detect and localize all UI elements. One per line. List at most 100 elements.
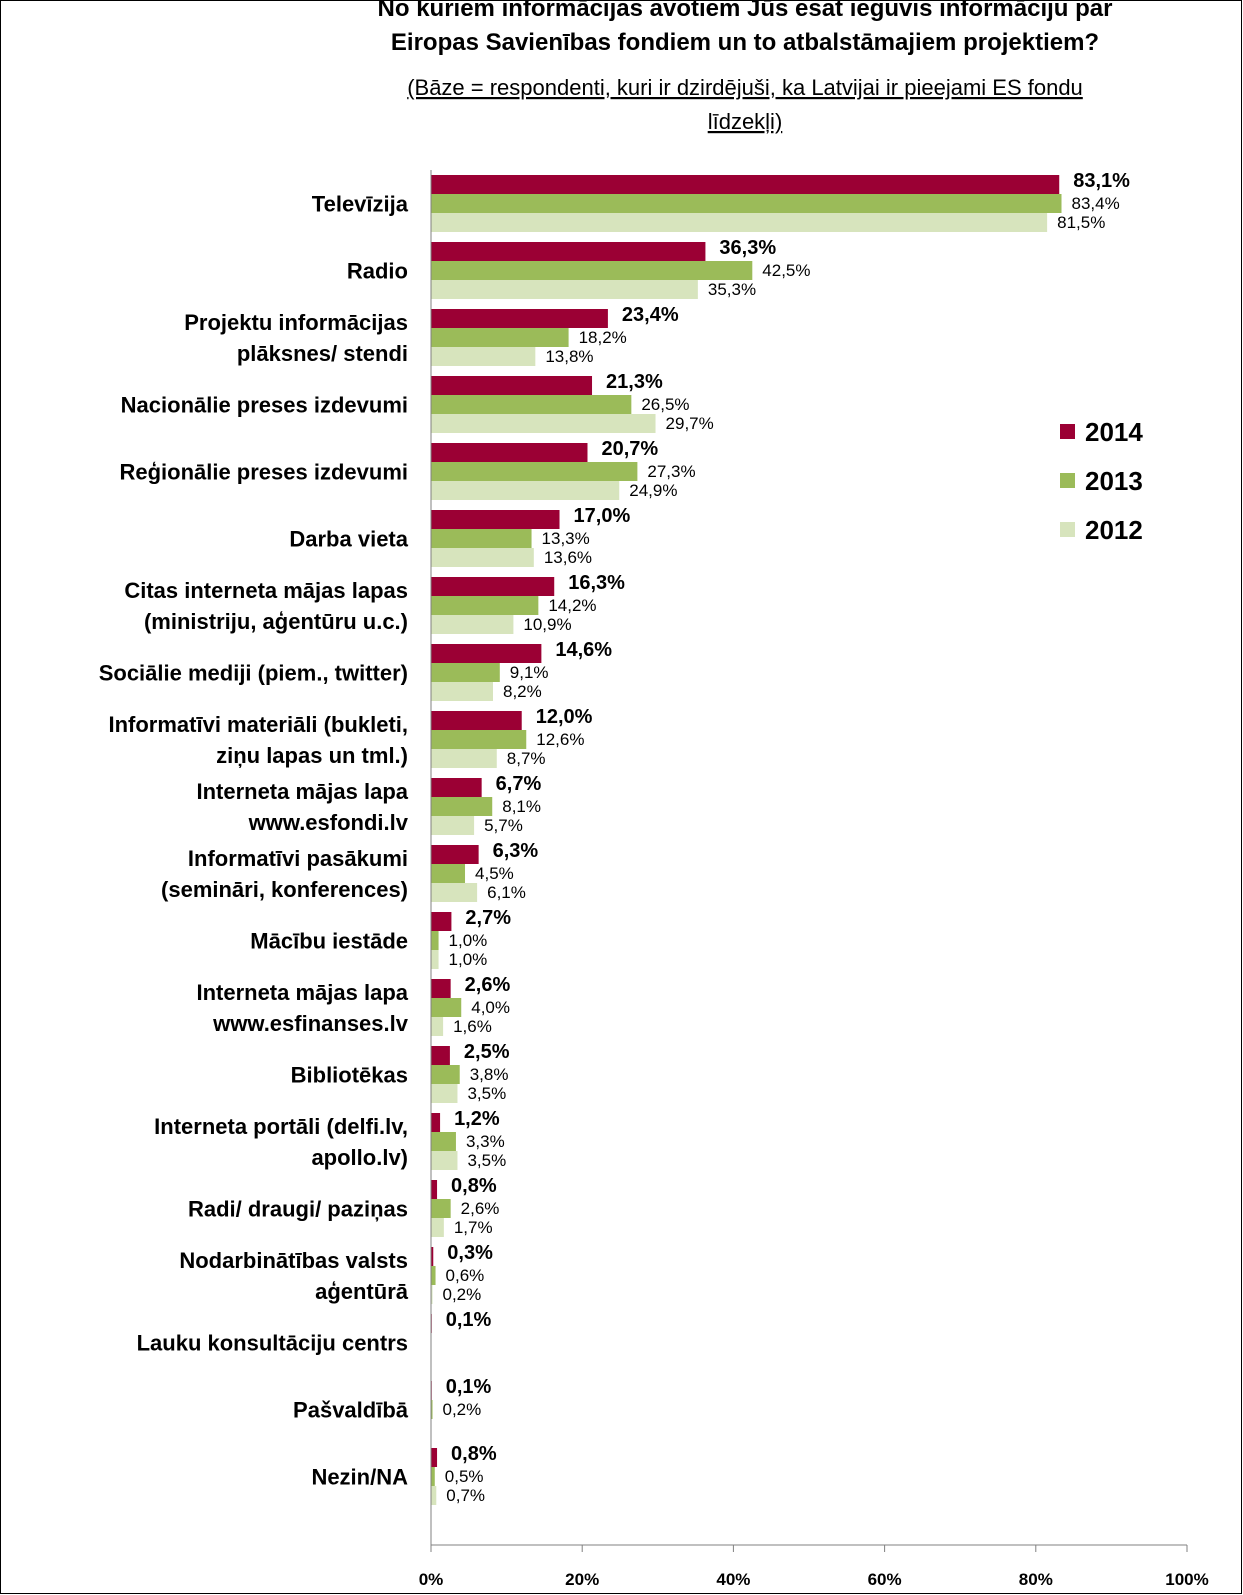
y-tick-label: Pašvaldībā [293, 1398, 409, 1423]
legend-label: 2014 [1085, 417, 1143, 447]
value-label: 83,1% [1073, 170, 1130, 192]
bar [431, 309, 608, 328]
value-label: 2,7% [465, 907, 511, 929]
bar [431, 414, 656, 433]
value-label: 10,9% [523, 615, 571, 634]
y-tick-label: Sociālie mediji (piem., twitter) [99, 661, 408, 686]
y-tick-label: Nezin/NA [311, 1465, 408, 1490]
value-label: 12,0% [536, 706, 593, 728]
y-tick-label: Mācību iestāde [250, 929, 408, 954]
y-tick-label: Interneta mājas lapa www.esfinanses.lv [196, 980, 408, 1036]
value-label: 17,0% [574, 505, 631, 527]
y-tick-label: Citas interneta mājas lapas (ministriju, … [124, 578, 408, 634]
x-tick-label: 0% [419, 1570, 444, 1589]
x-tick-label: 40% [716, 1570, 750, 1589]
y-tick-label: Interneta portāli (delfi.lv, apollo.lv) [154, 1114, 408, 1170]
y-tick-label: Informatīvi pasākumi (semināri, konferenc… [161, 846, 408, 902]
value-label: 0,5% [445, 1467, 484, 1486]
chart-subtitle: (Bāze = respondenti, kuri ir dzirdējuši,… [407, 75, 1083, 134]
bar [431, 749, 497, 768]
x-tick-label: 80% [1019, 1570, 1053, 1589]
y-tick-label: Projektu informācijas plāksnes/ stendi [184, 310, 408, 366]
y-tick-label: Bibliotēkas [291, 1063, 408, 1088]
value-label: 3,3% [466, 1132, 505, 1151]
bar [431, 1151, 458, 1170]
value-label: 3,5% [467, 1084, 506, 1103]
value-label: 13,3% [542, 529, 590, 548]
value-label: 36,3% [719, 237, 776, 259]
value-label: 0,2% [443, 1400, 482, 1419]
value-label: 6,3% [493, 840, 539, 862]
bar [431, 1400, 433, 1419]
bar [431, 462, 638, 481]
bar [431, 443, 588, 462]
bar [431, 912, 452, 931]
y-tick-label: Interneta mājas lapa www.esfondi.lv [196, 779, 408, 835]
bar [431, 194, 1062, 213]
value-label: 9,1% [510, 663, 549, 682]
value-label: 2,6% [465, 974, 511, 996]
y-tick-label: Nodarbinātības valsts aģentūrā [179, 1248, 408, 1304]
bar [431, 778, 482, 797]
bar [431, 213, 1048, 232]
bar [431, 711, 522, 730]
bar [431, 347, 536, 366]
bar [431, 1285, 433, 1304]
bar [431, 1218, 444, 1237]
bar [431, 242, 706, 261]
value-label: 0,6% [446, 1266, 485, 1285]
value-label: 6,1% [487, 883, 526, 902]
value-label: 0,1% [446, 1376, 492, 1398]
bar [431, 979, 451, 998]
value-label: 23,4% [622, 304, 679, 326]
chart-title: No kuriem informācijas avotiem Jūs esat … [378, 0, 1113, 56]
value-label: 8,2% [503, 682, 542, 701]
value-label: 24,9% [629, 481, 677, 500]
bar [431, 1065, 460, 1084]
value-label: 3,8% [470, 1065, 509, 1084]
y-tick-label: Reģionālie preses izdevumi [119, 460, 408, 485]
legend-swatch [1060, 473, 1075, 488]
value-label: 0,1% [446, 1309, 492, 1331]
bar [431, 280, 698, 299]
value-label: 42,5% [762, 261, 810, 280]
bar [431, 481, 620, 500]
value-label: 8,7% [507, 749, 546, 768]
value-label: 14,6% [555, 639, 612, 661]
bar [431, 175, 1060, 194]
value-label: 1,7% [454, 1218, 493, 1237]
bar [431, 1180, 438, 1199]
value-label: 16,3% [568, 572, 625, 594]
value-label: 4,5% [475, 864, 514, 883]
x-tick-label: 100% [1165, 1570, 1208, 1589]
value-label: 0,8% [451, 1175, 497, 1197]
bar [431, 1113, 441, 1132]
value-label: 81,5% [1057, 213, 1105, 232]
bar [431, 950, 439, 969]
value-label: 2,6% [461, 1199, 500, 1218]
value-label: 1,6% [453, 1017, 492, 1036]
y-tick-label: Darba vieta [289, 527, 408, 552]
value-label: 13,8% [545, 347, 593, 366]
value-label: 2,5% [464, 1041, 510, 1063]
value-label: 21,3% [606, 371, 663, 393]
bar [431, 376, 593, 395]
bar [431, 1266, 436, 1285]
value-label: 83,4% [1072, 194, 1120, 213]
bar [431, 1046, 450, 1065]
bar [431, 328, 569, 347]
value-label: 18,2% [579, 328, 627, 347]
bar [431, 883, 478, 902]
bar [431, 1017, 444, 1036]
value-label: 5,7% [484, 816, 523, 835]
bar [431, 864, 466, 883]
y-tick-label: Televīzija [312, 192, 409, 217]
bar [431, 682, 493, 701]
bar [431, 663, 500, 682]
bar [431, 510, 560, 529]
y-tick-label: Informatīvi materiāli (bukleti, ziņu lapa… [108, 712, 408, 768]
bar [431, 529, 532, 548]
value-label: 12,6% [536, 730, 584, 749]
